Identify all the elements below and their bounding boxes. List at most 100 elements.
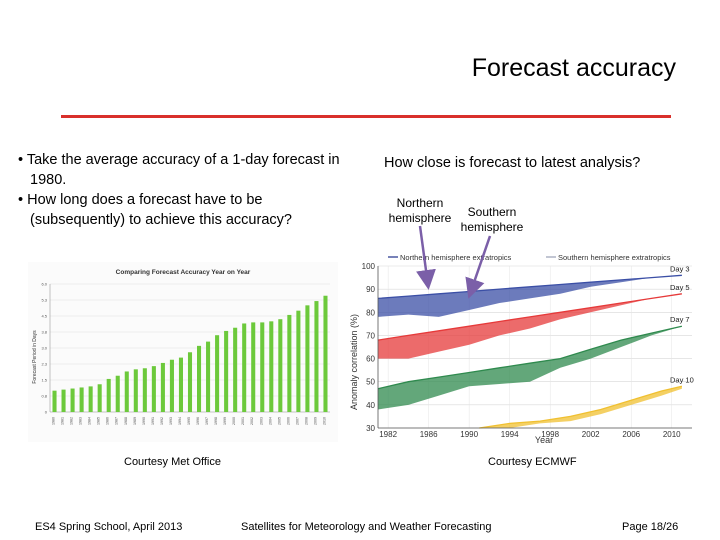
x-tick-label: 1985: [97, 417, 101, 425]
x-tick-label: 1984: [88, 417, 92, 425]
y-tick-label: 3.8: [41, 330, 47, 335]
bar: [260, 322, 265, 412]
bar: [133, 369, 138, 412]
footer-event: ES4 Spring School, April 2013: [35, 521, 183, 533]
bar: [124, 371, 129, 412]
chart-background: [28, 262, 338, 442]
northern-hemisphere-label: Northern hemisphere: [388, 196, 452, 225]
bar: [142, 368, 147, 412]
bar: [305, 305, 310, 412]
bullet-item: • Take the average accuracy of a 1-day f…: [18, 152, 340, 188]
x-tick-label: 1983: [79, 417, 83, 425]
bar: [187, 352, 193, 412]
series-label: Day 7: [670, 315, 690, 324]
question-heading: How close is forecast to latest analysis…: [384, 155, 641, 171]
x-tick-label: 1986: [420, 430, 438, 439]
y-tick-label: 70: [366, 331, 375, 340]
bar: [70, 388, 75, 412]
x-tick-label: 2005: [277, 417, 281, 425]
met-office-bar-chart: Comparing Forecast Accuracy Year on Year…: [28, 262, 338, 442]
legend-south: Southern hemisphere extratropics: [558, 253, 671, 262]
series-band: [378, 326, 682, 410]
x-tick-label: 2010: [663, 430, 681, 439]
bar: [169, 359, 174, 412]
bar: [269, 321, 274, 412]
bullet-item: • How long does a forecast have to be (s…: [18, 192, 292, 228]
bar: [215, 335, 220, 412]
x-tick-label: 1996: [196, 417, 200, 425]
met-office-credit: Courtesy Met Office: [124, 456, 221, 468]
y-tick-label: 3.0: [41, 346, 47, 351]
title-divider: [61, 115, 671, 118]
bullet-list: • Take the average accuracy of a 1-day f…: [18, 150, 348, 230]
x-tick-label: 1981: [61, 417, 65, 425]
x-tick-label: 2000: [232, 417, 236, 425]
y-tick-label: 4.5: [41, 314, 47, 319]
x-tick-label: 1993: [169, 417, 173, 425]
y-tick-label: 100: [362, 262, 376, 271]
bar: [197, 345, 202, 412]
series-line-north: [479, 385, 683, 429]
ecmwf-anomaly-correlation-chart: Northern hemisphere extratropics Southern…: [344, 250, 706, 446]
y-tick-label: 40: [366, 401, 375, 410]
y-tick-label: 0.8: [41, 394, 47, 399]
southern-hemisphere-label: Southern hemisphere: [460, 205, 524, 234]
bar: [206, 341, 211, 412]
bar: [323, 295, 328, 412]
x-tick-label: 2002: [582, 430, 600, 439]
bar: [242, 323, 247, 412]
bar: [106, 378, 111, 412]
x-tick-label: 1994: [501, 430, 519, 439]
series-label: Day 3: [670, 264, 690, 273]
bar: [233, 327, 238, 412]
series-label: Day 10: [670, 375, 694, 384]
x-tick-label: 1986: [106, 417, 110, 425]
x-tick-label: 1998: [541, 430, 559, 439]
x-tick-label: 2008: [304, 417, 308, 425]
series-line-north: [377, 325, 683, 390]
legend-north: Northern hemisphere extratropics: [400, 253, 512, 262]
page-number: Page 18/26: [622, 521, 679, 533]
x-tick-label: 2002: [250, 417, 254, 425]
slide-title: Forecast accuracy: [471, 54, 676, 82]
series-band: [378, 293, 682, 359]
x-tick-label: 1987: [115, 417, 119, 425]
bar: [278, 319, 283, 412]
y-tick-label: 2.3: [41, 362, 47, 367]
bar: [296, 310, 301, 412]
bar: [88, 386, 93, 412]
x-tick-label: 1998: [214, 417, 218, 425]
x-tick-label: 2004: [268, 417, 272, 425]
x-tick-label: 2003: [259, 417, 263, 425]
x-tick-label: 1988: [124, 417, 128, 425]
x-tick-label: 1992: [160, 417, 164, 425]
y-tick-label: 5.3: [41, 298, 47, 303]
bar: [79, 387, 84, 412]
x-tick-label: 1989: [133, 417, 137, 425]
bar: [97, 384, 102, 412]
series-line-north: [377, 293, 682, 341]
bar: [287, 314, 292, 412]
y-axis-label: Anomaly correlation (%): [349, 314, 359, 410]
x-tick-label: 1995: [187, 417, 191, 425]
series-label: Day 5: [670, 283, 690, 292]
y-tick-label: 80: [366, 308, 375, 317]
x-tick-label: 1999: [223, 417, 227, 425]
x-tick-label: 2006: [286, 417, 290, 425]
x-tick-label: 1997: [205, 417, 209, 425]
bar: [251, 322, 256, 412]
y-tick-label: 30: [366, 424, 375, 433]
bar: [314, 301, 319, 412]
series-band: [378, 275, 682, 317]
footer-course-title: Satellites for Meteorology and Weather F…: [241, 521, 492, 533]
ecmwf-credit: Courtesy ECMWF: [488, 456, 577, 468]
series-line-north: [377, 274, 682, 300]
x-tick-label: 1990: [460, 430, 478, 439]
y-tick-label: 6.0: [41, 282, 47, 287]
bar: [115, 375, 120, 412]
x-tick-label: 2010: [322, 417, 326, 425]
x-tick-label: 1982: [70, 417, 74, 425]
x-tick-label: 1994: [178, 417, 182, 425]
y-tick-label: 60: [366, 355, 375, 364]
y-tick-label: 1.5: [41, 378, 47, 383]
